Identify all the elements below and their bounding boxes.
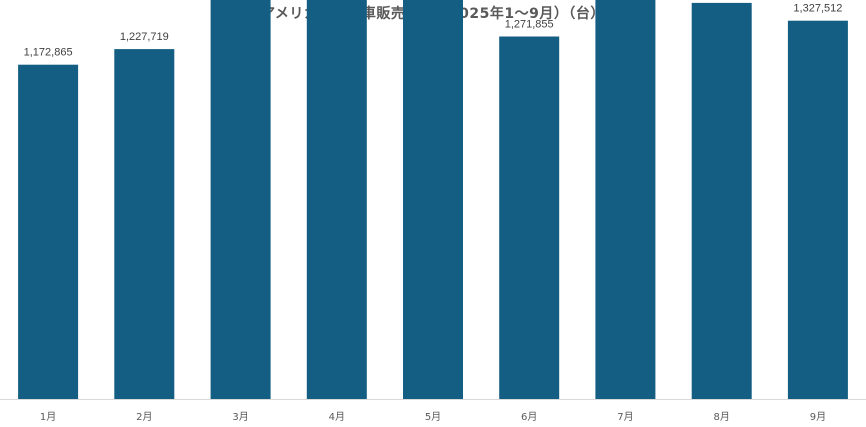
data-labels-group: 1,172,8651,227,7191,490,7451,432,4931,48… (24, 3, 843, 59)
bar-9 (787, 20, 848, 399)
bar-4 (306, 0, 367, 399)
x-tick-label-7: 7月 (617, 411, 633, 423)
x-tick-label-9: 9月 (810, 411, 826, 423)
x-tick-label-5: 5月 (425, 411, 441, 423)
data-label-6: 1,271,855 (505, 19, 554, 31)
x-tick-labels-group: 1月 2月 3月 4月 5月 6月 7月 8月 9月 (40, 411, 826, 423)
x-tick-label-2: 2月 (136, 411, 152, 423)
data-label-2: 1,227,719 (120, 31, 169, 43)
bars-group (18, 0, 848, 400)
data-label-1: 1,172,865 (24, 47, 73, 59)
bar-8 (691, 2, 752, 400)
x-tick-label-1: 1月 (40, 411, 56, 423)
x-tick-label-4: 4月 (329, 411, 345, 423)
bar-5 (403, 0, 463, 399)
bar-2 (114, 49, 175, 399)
x-tick-label-6: 6月 (521, 411, 537, 423)
bar-3 (210, 0, 271, 399)
bar-6 (499, 36, 560, 399)
x-tick-label-3: 3月 (232, 411, 248, 423)
bar-1 (18, 64, 79, 399)
data-label-9: 1,327,512 (793, 3, 842, 15)
bar-7 (595, 0, 656, 399)
x-tick-label-8: 8月 (714, 411, 730, 423)
